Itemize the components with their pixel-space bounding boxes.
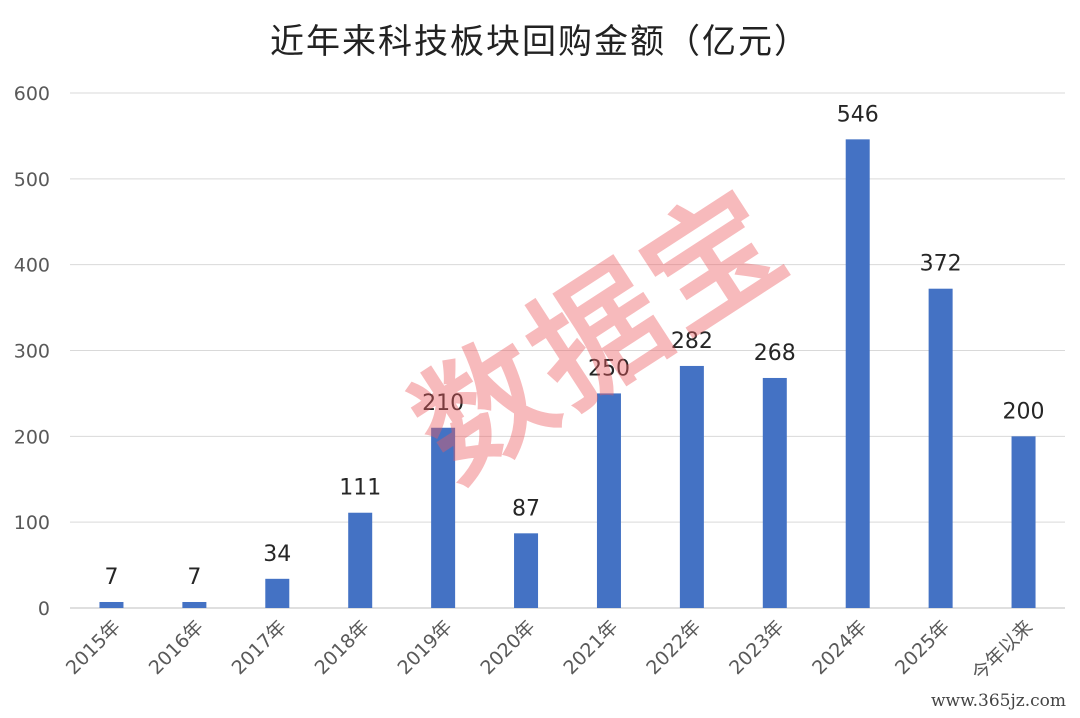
- data-label: 200: [1003, 399, 1045, 424]
- data-label: 87: [512, 496, 540, 521]
- x-tick-label: 2016年: [145, 616, 208, 679]
- bar: [431, 427, 456, 608]
- y-tick-label: 100: [14, 512, 50, 534]
- y-tick-label: 600: [14, 83, 50, 105]
- x-tick-label: 今年以来: [968, 616, 1037, 685]
- data-label: 282: [671, 329, 713, 354]
- data-label: 111: [339, 476, 381, 501]
- x-tick-label: 2019年: [393, 616, 456, 679]
- x-tick-label: 2024年: [808, 616, 871, 679]
- data-label: 546: [837, 102, 879, 127]
- data-label: 210: [422, 391, 464, 416]
- x-tick-label: 2021年: [559, 616, 622, 679]
- x-tick-label: 2025年: [891, 616, 954, 679]
- y-tick-label: 0: [38, 598, 50, 620]
- bar: [265, 578, 290, 608]
- data-label: 34: [263, 542, 291, 567]
- bar: [182, 601, 207, 608]
- bar: [845, 139, 870, 608]
- bar: [596, 393, 621, 608]
- y-tick-label: 400: [14, 255, 50, 277]
- y-tick-label: 200: [14, 426, 50, 448]
- data-label: 268: [754, 341, 796, 366]
- x-tick-label: 2018年: [311, 616, 374, 679]
- bar: [514, 533, 539, 608]
- bar: [679, 365, 704, 608]
- data-label: 7: [187, 565, 201, 590]
- bar: [99, 601, 124, 608]
- data-label: 250: [588, 356, 630, 381]
- x-tick-label: 2023年: [725, 616, 788, 679]
- chart-title: 近年来科技板块回购金额（亿元）: [270, 22, 810, 62]
- x-tick-label: 2017年: [228, 616, 291, 679]
- x-tick-label: 2022年: [642, 616, 705, 679]
- bar: [348, 512, 373, 608]
- bar: [762, 377, 787, 608]
- x-tick-label: 2020年: [476, 616, 539, 679]
- bar: [928, 288, 953, 608]
- bar: [1011, 436, 1036, 608]
- data-label: 372: [920, 252, 962, 277]
- x-tick-label: 2015年: [62, 616, 125, 679]
- site-watermark: www.365jz.com: [927, 690, 1070, 712]
- y-tick-label: 500: [14, 169, 50, 191]
- data-label: 7: [104, 565, 118, 590]
- y-tick-label: 300: [14, 341, 50, 363]
